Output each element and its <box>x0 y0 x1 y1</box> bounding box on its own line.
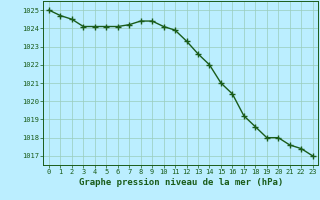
X-axis label: Graphe pression niveau de la mer (hPa): Graphe pression niveau de la mer (hPa) <box>79 178 283 187</box>
